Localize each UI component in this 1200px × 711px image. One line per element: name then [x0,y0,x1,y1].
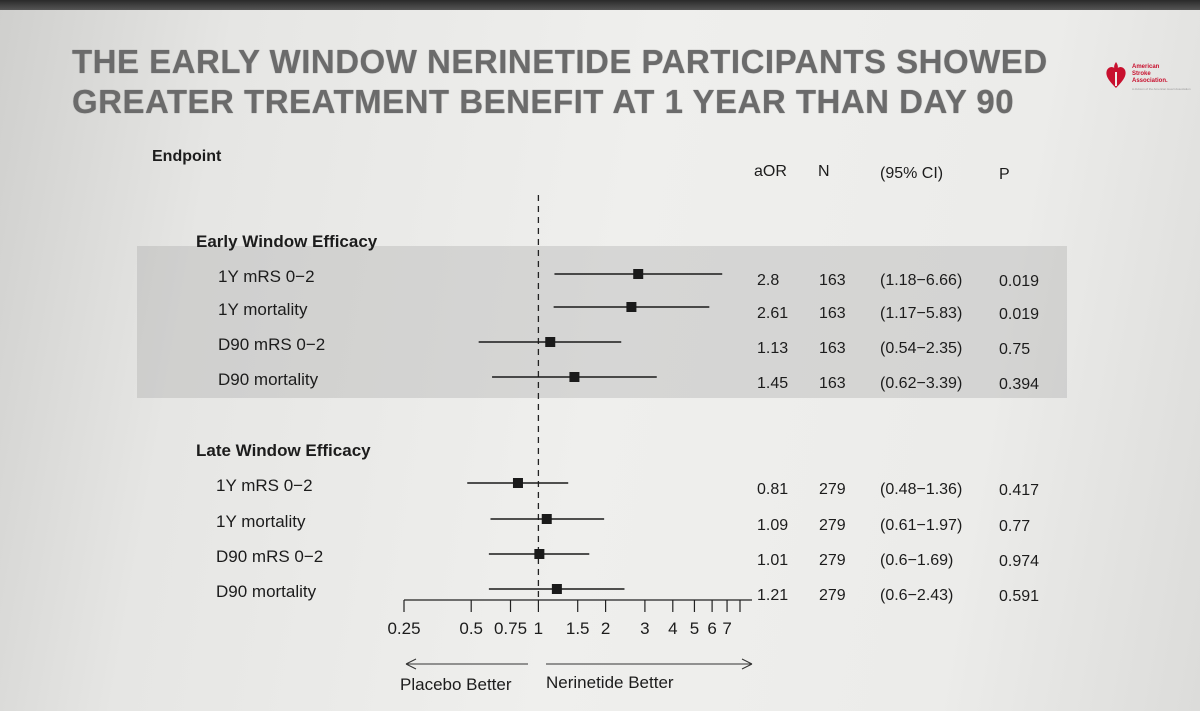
p-value: 0.77 [999,518,1031,535]
n-value: 279 [819,587,846,604]
group-label: Late Window Efficacy [196,441,371,460]
header-n: N [818,163,830,180]
asa-logo: American Stroke Association. A division … [1104,58,1191,98]
n-value: 279 [819,481,846,498]
x-tick-label: 0.25 [387,619,420,638]
ci-value: (0.62−3.39) [880,375,963,392]
endpoint-label: 1Y mRS 0−2 [216,476,313,495]
x-tick-label: 0.75 [494,619,527,638]
p-value: 0.394 [999,376,1040,393]
aor-value: 1.45 [757,375,789,392]
or-marker [534,549,545,559]
n-value: 279 [819,517,846,534]
aor-value: 1.09 [757,517,789,534]
logo-name-line: American [1132,64,1160,70]
aor-value: 2.8 [757,272,780,289]
or-marker [541,514,552,524]
x-tick-label: 3 [640,619,649,638]
x-tick-label: 5 [690,619,699,638]
endpoint-label: D90 mRS 0−2 [216,547,324,566]
title-line-2: GREATER TREATMENT BENEFIT AT 1 YEAR THAN… [72,83,1015,120]
aor-value: 1.21 [757,587,789,604]
or-marker [569,372,580,382]
group-label: Early Window Efficacy [196,232,378,251]
p-value: 0.974 [999,553,1040,570]
screen-top-edge [0,0,1200,10]
p-value: 0.75 [999,341,1031,358]
logo-name-line: Stroke [1132,71,1151,77]
or-marker [545,337,556,347]
header-aor: aOR [754,163,787,180]
slide-title: THE EARLY WINDOW NERINETIDE PARTICIPANTS… [72,42,1072,122]
placebo-better-label: Placebo Better [400,675,512,694]
n-value: 279 [819,552,846,569]
torch-heart-icon [1106,62,1126,88]
or-marker [551,584,562,594]
x-tick-label: 1.5 [566,619,590,638]
or-marker [626,302,637,312]
n-value: 163 [819,340,846,357]
p-value: 0.591 [999,588,1040,605]
aor-value: 1.13 [757,340,789,357]
nerinetide-better-label: Nerinetide Better [546,673,674,692]
placebo-arrow-head [405,658,417,670]
ci-value: (0.6−1.69) [880,552,954,569]
early-window-shading [137,246,1067,398]
x-tick-label: 6 [707,619,716,638]
p-value: 0.019 [999,273,1040,290]
n-value: 163 [819,272,846,289]
endpoint-label: D90 mortality [216,582,317,601]
x-tick-label: 2 [601,619,610,638]
ci-value: (0.48−1.36) [880,481,963,498]
header-ci: (95% CI) [880,165,944,182]
ci-value: (1.18−6.66) [880,272,963,289]
p-value: 0.417 [999,482,1040,499]
x-tick-label: 7 [722,619,731,638]
x-tick-label: 4 [668,619,677,638]
endpoint-label: 1Y mRS 0−2 [218,267,315,286]
n-value: 163 [819,375,846,392]
nerinetide-arrow-head [741,658,753,670]
header-endpoint: Endpoint [152,148,222,165]
endpoint-label: 1Y mortality [218,300,308,319]
x-tick-label: 1 [534,619,543,638]
p-value: 0.019 [999,306,1040,323]
title-line-1: THE EARLY WINDOW NERINETIDE PARTICIPANTS… [72,43,1048,80]
or-marker [633,269,644,279]
ci-value: (0.61−1.97) [880,517,963,534]
aor-value: 2.61 [757,305,789,322]
logo-tagline: A division of the American Heart Associa… [1132,87,1191,91]
endpoint-label: D90 mRS 0−2 [218,335,326,354]
header-p: P [999,166,1010,183]
aor-value: 1.01 [757,552,789,569]
n-value: 163 [819,305,846,322]
logo-name: American Stroke Association. [1132,64,1168,85]
or-marker [512,478,523,488]
ci-value: (0.6−2.43) [880,587,954,604]
ci-value: (0.54−2.35) [880,340,963,357]
ci-value: (1.17−5.83) [880,305,963,322]
logo-name-line: Association. [1132,78,1168,84]
aor-value: 0.81 [757,481,789,498]
endpoint-label: D90 mortality [218,370,319,389]
endpoint-label: 1Y mortality [216,512,306,531]
x-tick-label: 0.5 [459,619,483,638]
